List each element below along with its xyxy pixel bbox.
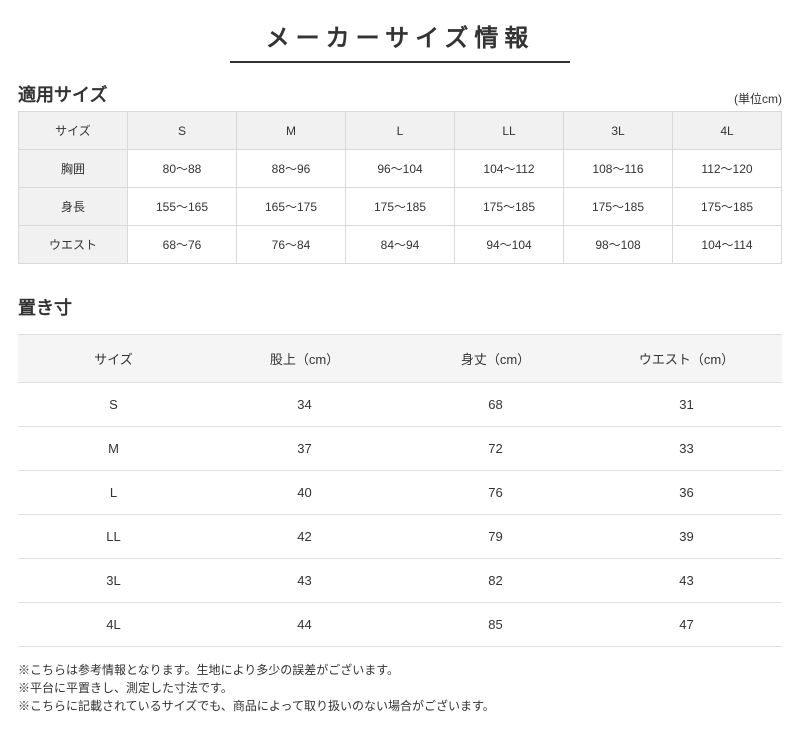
table2-cell: L: [18, 471, 209, 515]
table2-cell: 79: [400, 515, 591, 559]
table1-col-header: 4L: [673, 112, 782, 150]
table1-cell: 104～114: [673, 226, 782, 264]
notes-block: ※こちらは参考情報となります。生地により多少の誤差がございます。 ※平台に平置き…: [0, 657, 800, 735]
table1-cell: 96～104: [346, 150, 455, 188]
table2-col-header: 股上（cm）: [209, 335, 400, 383]
table1-cell: 155～165: [128, 188, 237, 226]
table1-col-header: S: [128, 112, 237, 150]
measurement-table: サイズ 股上（cm） 身丈（cm） ウエスト（cm） S 34 68 31 M …: [18, 334, 782, 647]
measurement-table-wrap: サイズ 股上（cm） 身丈（cm） ウエスト（cm） S 34 68 31 M …: [0, 334, 800, 657]
page-title: メーカーサイズ情報: [230, 0, 570, 63]
table2-cell: 33: [591, 427, 782, 471]
table2-cell: 31: [591, 383, 782, 427]
note-line: ※こちらに記載されているサイズでも、商品によって取り扱いのない場合がございます。: [18, 697, 782, 715]
table-row: ウエスト 68～76 76～84 84～94 94～104 98～108 104…: [19, 226, 782, 264]
section2-title: 置き寸: [0, 284, 800, 334]
table-row: 3L 43 82 43: [18, 559, 782, 603]
table2-col-header: ウエスト（cm）: [591, 335, 782, 383]
table2-cell: 4L: [18, 603, 209, 647]
table-row: 胸囲 80～88 88～96 96～104 104～112 108～116 11…: [19, 150, 782, 188]
table-row: S 34 68 31: [18, 383, 782, 427]
table1-cell: 175～185: [673, 188, 782, 226]
table1-cell: 175～185: [564, 188, 673, 226]
applicable-size-table: サイズ S M L LL 3L 4L 胸囲 80～88 88～96 96～104…: [18, 111, 782, 264]
table1-cell: 68～76: [128, 226, 237, 264]
table-row: 4L 44 85 47: [18, 603, 782, 647]
table2-cell: 47: [591, 603, 782, 647]
table-row: LL 42 79 39: [18, 515, 782, 559]
table1-cell: 94～104: [455, 226, 564, 264]
table2-cell: 34: [209, 383, 400, 427]
table1-cell: 175～185: [346, 188, 455, 226]
table2-col-header: サイズ: [18, 335, 209, 383]
table2-cell: LL: [18, 515, 209, 559]
applicable-size-table-wrap: サイズ S M L LL 3L 4L 胸囲 80～88 88～96 96～104…: [0, 111, 800, 284]
table2-col-header: 身丈（cm）: [400, 335, 591, 383]
table-row: M 37 72 33: [18, 427, 782, 471]
table1-cell: 88～96: [237, 150, 346, 188]
table-row: L 40 76 36: [18, 471, 782, 515]
table2-cell: 68: [400, 383, 591, 427]
table1-row-header: 身長: [19, 188, 128, 226]
section1-title: 適用サイズ: [18, 81, 107, 107]
section1-header-row: 適用サイズ (単位cm): [0, 81, 800, 111]
table1-cell: 104～112: [455, 150, 564, 188]
table2-cell: 82: [400, 559, 591, 603]
table2-cell: 44: [209, 603, 400, 647]
table1-row-header: ウエスト: [19, 226, 128, 264]
table2-cell: M: [18, 427, 209, 471]
table2-cell: 40: [209, 471, 400, 515]
table2-cell: 76: [400, 471, 591, 515]
table1-corner: サイズ: [19, 112, 128, 150]
unit-label: (単位cm): [734, 90, 782, 107]
table2-cell: S: [18, 383, 209, 427]
note-line: ※こちらは参考情報となります。生地により多少の誤差がございます。: [18, 661, 782, 679]
table2-cell: 85: [400, 603, 591, 647]
table1-col-header: M: [237, 112, 346, 150]
table2-cell: 3L: [18, 559, 209, 603]
table-row: サイズ 股上（cm） 身丈（cm） ウエスト（cm）: [18, 335, 782, 383]
table1-cell: 98～108: [564, 226, 673, 264]
table1-cell: 84～94: [346, 226, 455, 264]
table2-cell: 36: [591, 471, 782, 515]
table1-cell: 80～88: [128, 150, 237, 188]
table2-cell: 43: [209, 559, 400, 603]
table1-cell: 108～116: [564, 150, 673, 188]
table2-cell: 39: [591, 515, 782, 559]
table1-cell: 175～185: [455, 188, 564, 226]
table2-cell: 43: [591, 559, 782, 603]
table1-cell: 165～175: [237, 188, 346, 226]
table1-cell: 112～120: [673, 150, 782, 188]
note-line: ※平台に平置きし、測定した寸法です。: [18, 679, 782, 697]
table2-cell: 72: [400, 427, 591, 471]
table2-cell: 42: [209, 515, 400, 559]
table1-row-header: 胸囲: [19, 150, 128, 188]
table1-col-header: LL: [455, 112, 564, 150]
table1-cell: 76～84: [237, 226, 346, 264]
table1-col-header: 3L: [564, 112, 673, 150]
table2-cell: 37: [209, 427, 400, 471]
table-row: サイズ S M L LL 3L 4L: [19, 112, 782, 150]
table1-col-header: L: [346, 112, 455, 150]
table-row: 身長 155～165 165～175 175～185 175～185 175～1…: [19, 188, 782, 226]
